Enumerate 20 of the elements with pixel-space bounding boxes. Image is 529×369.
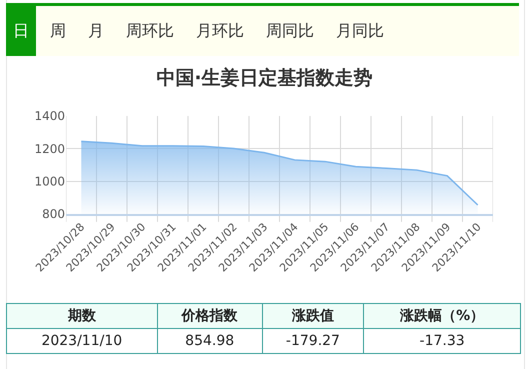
text: 周 xyxy=(50,20,66,42)
y-tick-label: 1200 xyxy=(34,142,65,156)
text: 月环比 xyxy=(196,20,244,42)
text: 价格指数 xyxy=(157,304,262,328)
y-tick-label: 1400 xyxy=(34,109,65,124)
text: 854.98 xyxy=(157,328,262,354)
text: 周同比 xyxy=(266,20,314,42)
text: 涨跌值 xyxy=(262,304,364,328)
text: 日 xyxy=(6,6,36,56)
text: 月 xyxy=(88,20,104,42)
y-tick-label: 1000 xyxy=(34,174,65,189)
text: -179.27 xyxy=(262,328,364,354)
y-tick-label: 800 xyxy=(42,207,65,222)
text: -17.33 xyxy=(364,328,520,354)
text: 期数 xyxy=(6,304,158,328)
text: 月同比 xyxy=(336,20,384,42)
text: 涨跌幅（%） xyxy=(364,304,520,328)
text: 2023/11/10 xyxy=(6,328,158,354)
text: 周环比 xyxy=(126,20,174,42)
chart-title: 中国·生姜日定基指数走势 xyxy=(156,67,373,90)
